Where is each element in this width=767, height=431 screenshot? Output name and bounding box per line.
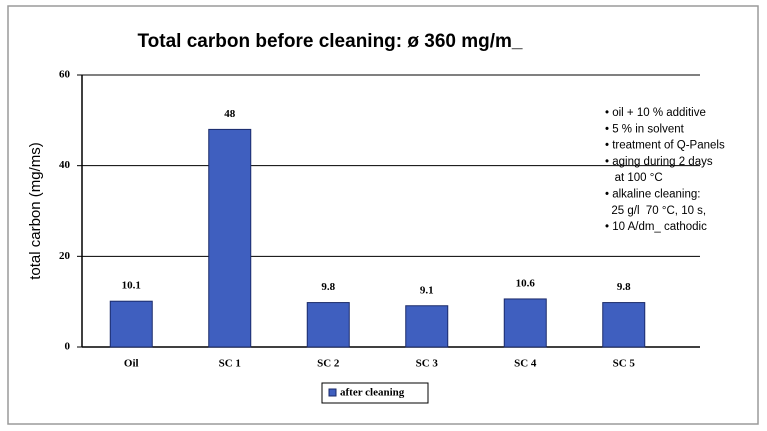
- annotation: • treatment of Q-Panels: [605, 140, 725, 152]
- legend-swatch: [328, 388, 337, 397]
- x-tick-label: SC 4: [514, 358, 537, 370]
- legend-box: [321, 382, 429, 404]
- bar: [405, 305, 449, 348]
- data-label: 10.1: [122, 280, 141, 292]
- annotation: • aging during 2 days: [605, 156, 713, 168]
- x-tick-label: SC 1: [219, 358, 241, 370]
- annotation: • oil + 10 % additive: [605, 107, 706, 119]
- y-tick-label: 60: [59, 69, 71, 81]
- x-tick-label: SC 3: [416, 358, 439, 370]
- annotation: at 100 °C: [605, 172, 663, 184]
- data-label: 9.8: [321, 281, 335, 293]
- bar: [208, 128, 252, 348]
- legend-label: after cleaning: [340, 387, 405, 399]
- x-tick-label: SC 2: [317, 358, 340, 370]
- y-tick-label: 20: [59, 250, 71, 262]
- chart-title: Total carbon before cleaning: ø 360 mg/m…: [137, 31, 522, 52]
- annotation: • alkaline cleaning:: [605, 189, 700, 201]
- annotation: • 5 % in solvent: [605, 123, 685, 135]
- bar: [109, 300, 153, 348]
- data-label: 9.1: [420, 284, 434, 296]
- annotation: • 10 A/dm_ cathodic: [605, 221, 707, 233]
- y-tick-label: 40: [59, 159, 71, 171]
- bar: [503, 298, 547, 348]
- x-tick-label: Oil: [124, 358, 139, 370]
- y-axis-label: total carbon (mg/ms): [27, 142, 44, 280]
- data-label: 10.6: [516, 277, 536, 289]
- data-label: 48: [224, 108, 236, 120]
- data-label: 9.8: [617, 281, 631, 293]
- annotation: 25 g/l 70 °C, 10 s,: [605, 205, 706, 217]
- y-tick-label: 0: [65, 341, 71, 353]
- x-tick-label: SC 5: [613, 358, 636, 370]
- bar: [306, 302, 350, 348]
- chart-frame: [7, 5, 759, 425]
- bar: [602, 302, 646, 348]
